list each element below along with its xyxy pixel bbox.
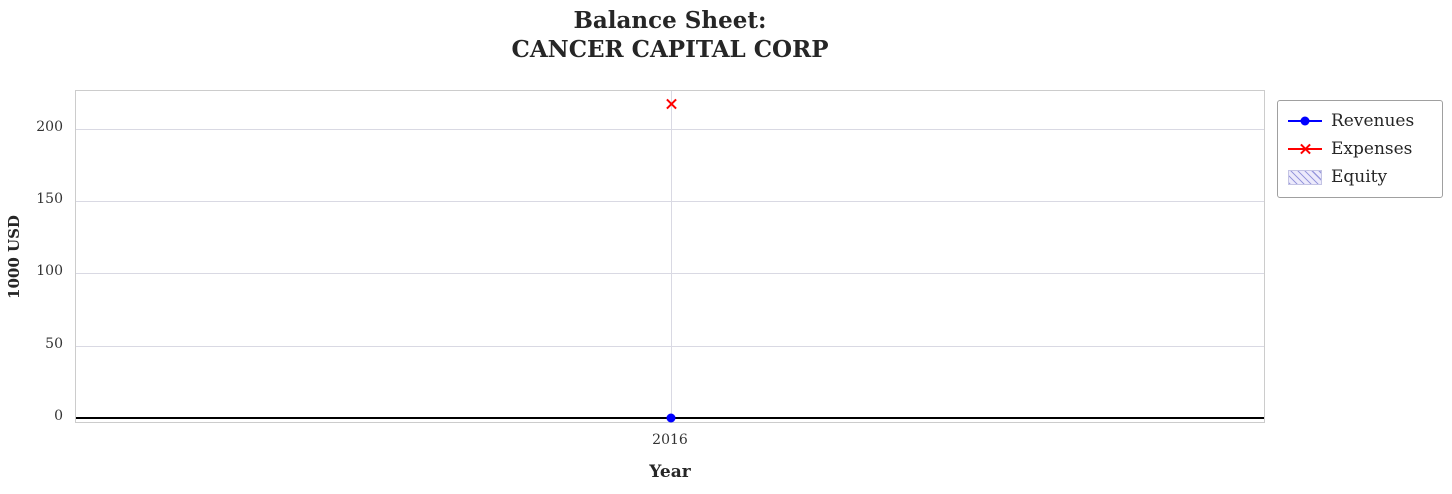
x-axis-label: Year (649, 462, 691, 482)
data-marker-expenses-2016 (666, 99, 677, 110)
plot-area (75, 90, 1265, 423)
y-tick-label-0: 0 (54, 408, 63, 425)
gridline-y-200 (76, 128, 1264, 130)
revenues-line-marker-icon (1288, 113, 1322, 129)
legend-label-equity: Equity (1331, 167, 1388, 187)
legend-item-expenses: Expenses (1288, 135, 1432, 163)
y-tick-label-150: 150 (36, 191, 63, 208)
x-tick-label-2016: 2016 (652, 432, 688, 448)
legend-label-revenues: Revenues (1331, 111, 1415, 131)
y-tick-label-100: 100 (36, 263, 63, 280)
expenses-line-marker-icon (1288, 141, 1322, 157)
legend: Revenues Expenses Equity (1277, 100, 1443, 198)
y-tick-label-200: 200 (36, 118, 63, 135)
chart-title-line1: Balance Sheet: (573, 7, 767, 34)
circle-marker-icon (1300, 116, 1310, 126)
legend-item-equity: Equity (1288, 163, 1432, 191)
chart-title: Balance Sheet: CANCER CAPITAL CORP (75, 6, 1265, 65)
y-axis-label: 1000 USD (5, 215, 23, 299)
chart-title-line2: CANCER CAPITAL CORP (511, 36, 829, 64)
gridline-y-100 (76, 273, 1264, 275)
x-marker-icon (1300, 144, 1311, 155)
legend-item-revenues: Revenues (1288, 107, 1432, 135)
data-marker-revenues-2016 (666, 413, 676, 423)
gridline-y-150 (76, 201, 1264, 203)
hatched-patch-icon (1288, 169, 1322, 185)
y-tick-label-50: 50 (45, 335, 63, 352)
legend-label-expenses: Expenses (1331, 139, 1413, 159)
gridline-y-50 (76, 345, 1264, 347)
gridline-x-2016 (671, 91, 672, 422)
